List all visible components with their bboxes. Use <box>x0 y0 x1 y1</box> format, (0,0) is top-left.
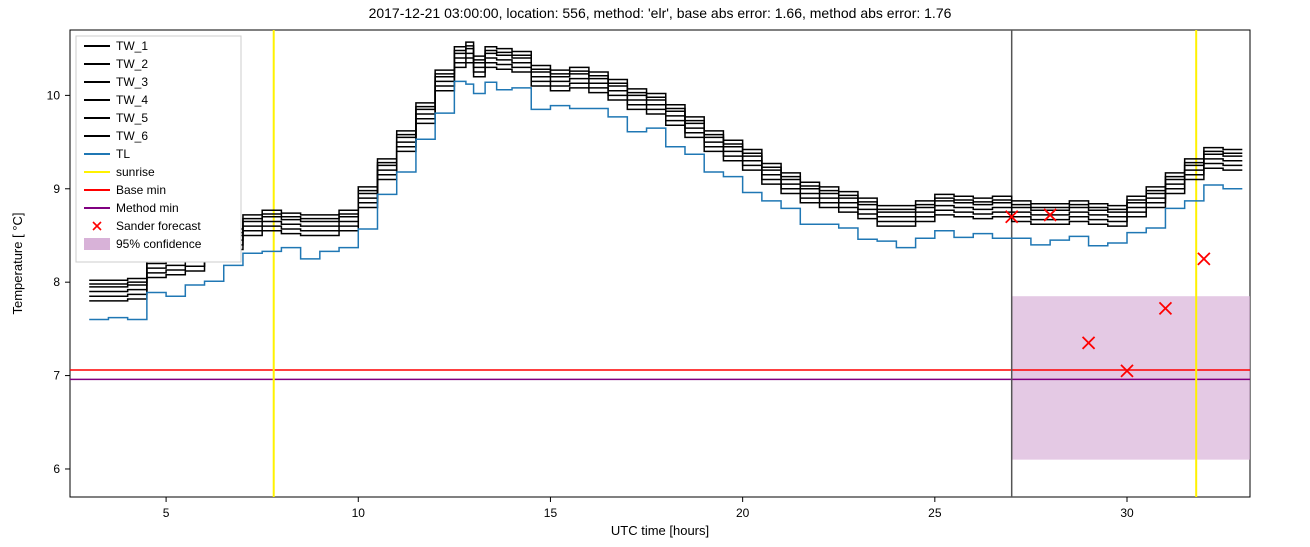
legend-label: 95% confidence <box>116 237 202 251</box>
legend-swatch <box>84 238 110 250</box>
xtick-label: 10 <box>352 506 366 520</box>
chart-svg: 5 10 15 20 25 30 6 7 8 9 10 UTC time [hours] Tempera… <box>0 0 1310 547</box>
legend-label: sunrise <box>116 165 155 179</box>
xtick-label: 15 <box>544 506 558 520</box>
y-axis-label: Temperature [ °C] <box>10 212 25 314</box>
legend-label: TW_3 <box>116 75 148 89</box>
ytick-label: 6 <box>53 462 60 476</box>
legend-label: Sander forecast <box>116 219 201 233</box>
xtick-label: 20 <box>736 506 750 520</box>
chart-title: 2017-12-21 03:00:00, location: 556, meth… <box>369 5 952 21</box>
xtick-label: 5 <box>163 506 170 520</box>
temperature-forecast-chart: 5 10 15 20 25 30 6 7 8 9 10 UTC time [hours] Tempera… <box>0 0 1310 547</box>
legend-label: TW_4 <box>116 93 148 107</box>
ytick-label: 9 <box>53 182 60 196</box>
x-axis-label: UTC time [hours] <box>611 523 709 538</box>
xtick-label: 25 <box>928 506 942 520</box>
legend-label: TW_6 <box>116 129 148 143</box>
legend-label: TW_1 <box>116 39 148 53</box>
ytick-label: 7 <box>53 369 60 383</box>
legend-label: Base min <box>116 183 166 197</box>
legend-label: TW_5 <box>116 111 148 125</box>
ytick-label: 8 <box>53 275 60 289</box>
xtick-label: 30 <box>1120 506 1134 520</box>
legend-label: TL <box>116 147 130 161</box>
legend-label: TW_2 <box>116 57 148 71</box>
ytick-label: 10 <box>47 88 61 102</box>
legend-label: Method min <box>116 201 179 215</box>
confidence-band <box>1012 296 1250 459</box>
